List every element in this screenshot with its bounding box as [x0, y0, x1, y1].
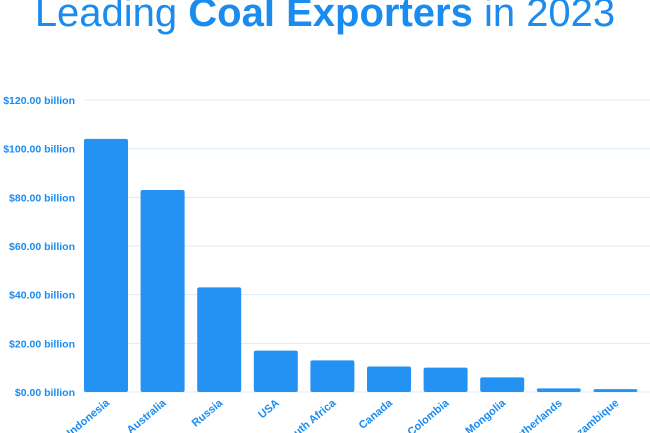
y-tick-label: $0.00 billion	[15, 387, 75, 399]
bar	[253, 350, 298, 392]
bar	[593, 389, 638, 392]
x-axis-ticks: Indonesia Australia Russia USA South Africa C…	[65, 397, 621, 433]
bar	[536, 388, 581, 392]
chart-title-suffix: in 2023	[473, 0, 615, 35]
bar	[310, 360, 355, 392]
chart-title-emphasis: Coal Exporters	[188, 0, 473, 35]
y-tick-label: $100.00 billion	[3, 144, 75, 156]
bar	[140, 190, 185, 392]
y-tick-label: $80.00 billion	[9, 192, 75, 204]
bar	[197, 287, 242, 392]
y-tick-label: $60.00 billion	[9, 241, 75, 253]
x-tick-label: Netherlands	[508, 397, 564, 433]
x-tick-label: Colombia	[405, 397, 452, 433]
x-tick-label: USA	[256, 397, 282, 421]
y-tick-label: $120.00 billion	[3, 95, 75, 107]
bar	[84, 138, 128, 392]
bar	[480, 377, 525, 392]
x-tick-label: Indonesia	[65, 397, 113, 433]
y-axis-ticks: $0.00 billion $20.00 billion $40.00 billio…	[3, 95, 75, 399]
x-tick-label: Mongolia	[463, 397, 508, 433]
bar	[423, 367, 468, 392]
x-tick-label: Australia	[125, 397, 169, 433]
y-tick-label: $40.00 billion	[9, 290, 75, 302]
bar	[367, 366, 411, 392]
x-tick-label: Mozambique	[563, 397, 622, 433]
x-tick-label: Russia	[190, 397, 226, 430]
y-tick-label: $20.00 billion	[9, 338, 75, 350]
bar-series	[84, 138, 638, 392]
x-tick-label: South Africa	[281, 397, 339, 433]
chart-title-prefix: Leading	[35, 0, 188, 35]
chart-title: Leading Coal Exporters in 2023	[35, 0, 615, 35]
x-tick-label: Canada	[357, 397, 396, 432]
